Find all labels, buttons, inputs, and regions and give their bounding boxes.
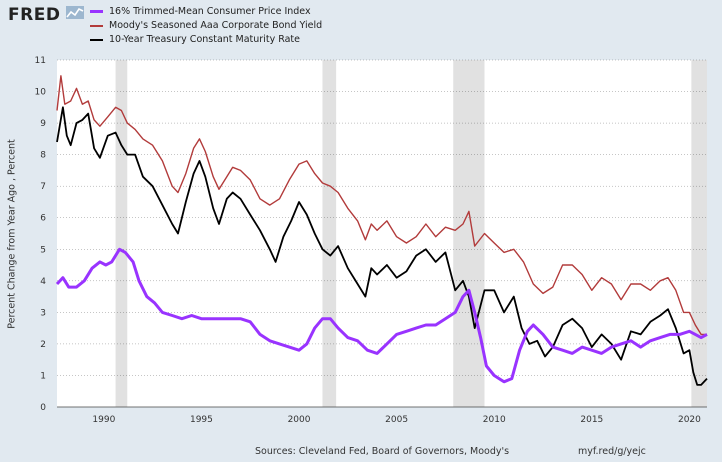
- y-tick-labels: 0 1 2 3 4 5 6 7 8 9 10 11: [35, 56, 47, 413]
- footer-sources: Sources: Cleveland Fed, Board of Governo…: [255, 446, 510, 457]
- recession-shading: [115, 60, 707, 407]
- legend-item-aaa[interactable]: Moody's Seasoned Aaa Corporate Bond Yiel…: [90, 19, 322, 32]
- grid-lines: [57, 59, 707, 408]
- y-tick-0: 0: [40, 403, 46, 413]
- x-tick-2000: 2000: [288, 415, 311, 425]
- y-tick-11: 11: [35, 56, 46, 66]
- x-tick-2015: 2015: [580, 415, 603, 425]
- footer-url[interactable]: myf.red/g/yejc: [578, 446, 646, 457]
- line-chart-icon: [66, 6, 84, 19]
- line-chart: 0 1 2 3 4 5 6 7 8 9 10 11 1990 1995 2000 2005 2010 2015 2…: [35, 56, 708, 425]
- legend-swatch-treasury: [90, 38, 103, 41]
- fred-logo[interactable]: FRED: [8, 5, 61, 25]
- series-lines[interactable]: [55, 75, 708, 386]
- x-tick-labels: 1990 1995 2000 2005 2010 2015 2020: [92, 415, 701, 425]
- legend-item-treasury[interactable]: 10-Year Treasury Constant Maturity Rate: [90, 33, 322, 46]
- legend-label-aaa: Moody's Seasoned Aaa Corporate Bond Yiel…: [109, 20, 323, 31]
- y-tick-4: 4: [40, 277, 46, 287]
- series-line-aaa: [56, 75, 707, 336]
- y-tick-2: 2: [40, 340, 46, 350]
- x-tick-1990: 1990: [92, 415, 115, 425]
- series-line-cpi: [55, 247, 708, 384]
- x-tick-1995: 1995: [190, 415, 213, 425]
- plot-background: [57, 60, 707, 407]
- recession-band-4: [691, 60, 707, 407]
- y-tick-3: 3: [40, 308, 46, 318]
- x-tick-2005: 2005: [385, 415, 408, 425]
- y-tick-1: 1: [40, 371, 46, 381]
- series-line-treasury: [56, 106, 708, 386]
- y-tick-5: 5: [40, 245, 46, 255]
- legend-label-treasury: 10-Year Treasury Constant Maturity Rate: [109, 34, 300, 45]
- legend-swatch-cpi: [90, 10, 103, 13]
- y-tick-10: 10: [35, 88, 47, 98]
- chart-legend: 16% Trimmed-Mean Consumer Price Index Mo…: [90, 5, 322, 47]
- x-tick-2020: 2020: [678, 415, 701, 425]
- y-tick-8: 8: [40, 151, 46, 161]
- recession-band-3: [453, 60, 485, 407]
- legend-item-cpi[interactable]: 16% Trimmed-Mean Consumer Price Index: [90, 5, 322, 18]
- recession-band-1: [115, 60, 128, 407]
- chart-header: FRED 16% Trimmed-Mean Consumer Price Ind…: [0, 0, 722, 50]
- y-tick-7: 7: [40, 182, 46, 192]
- legend-label-cpi: 16% Trimmed-Mean Consumer Price Index: [109, 6, 311, 17]
- y-tick-9: 9: [40, 119, 46, 129]
- recession-band-2: [322, 60, 337, 407]
- y-tick-6: 6: [40, 214, 46, 224]
- plot-area: [57, 60, 707, 407]
- legend-swatch-aaa: [90, 24, 103, 27]
- x-tick-2010: 2010: [483, 415, 506, 425]
